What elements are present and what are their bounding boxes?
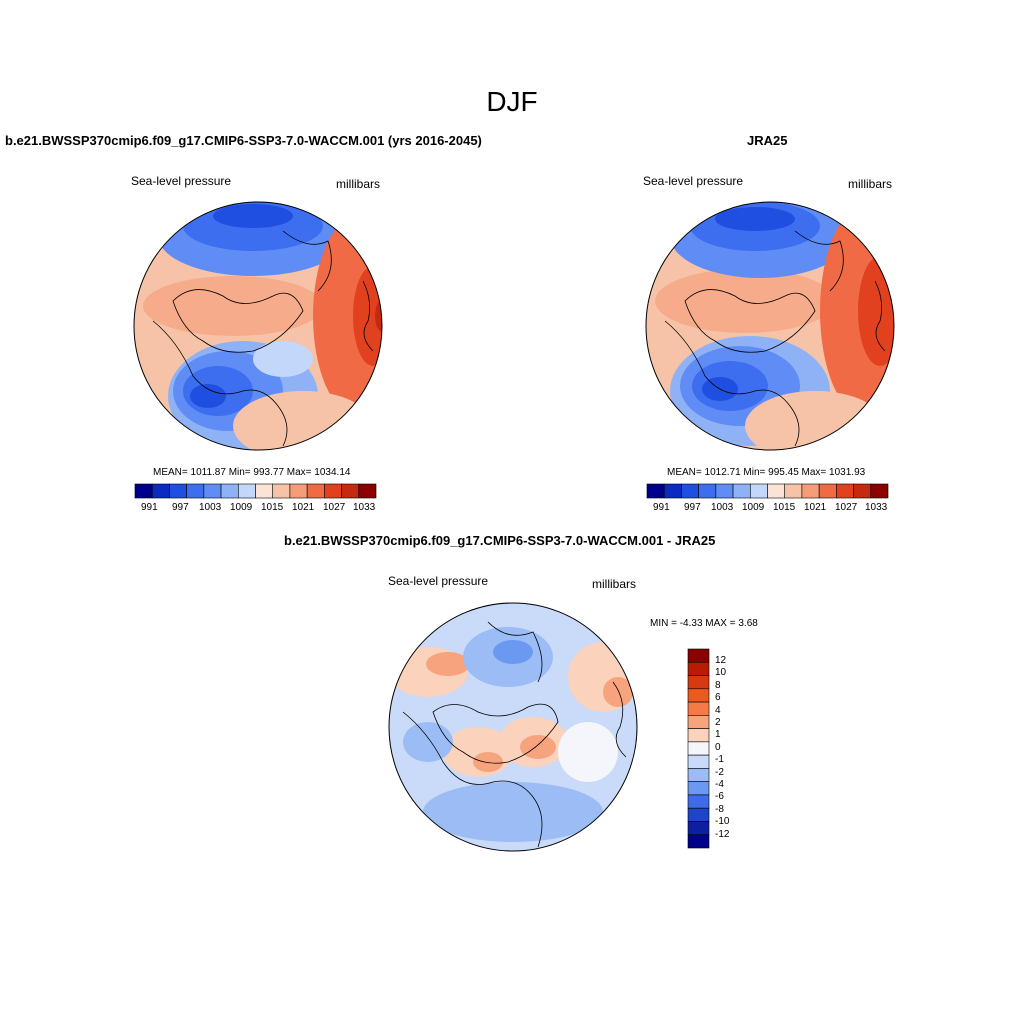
colorbar-swatch [801,483,820,499]
colorbar-tick-label: -12 [715,828,730,840]
colorbar-tick-label: -1 [715,754,724,766]
colorbar-swatch [289,483,308,499]
colorbar-swatch [687,807,710,822]
colorbar-tick-label: 997 [172,502,189,513]
colorbar-swatch [784,483,803,499]
colorbar-swatch [687,715,710,729]
colorbar-swatch [687,834,710,849]
colorbar-swatch [767,483,786,499]
colorbar-tick-label: 1015 [773,502,796,513]
colorbar-swatch [151,483,170,499]
panel-units-diff: millibars [592,577,637,591]
colorbar-swatch [687,781,710,796]
colorbar-labels-obs: 991 997 1003 1009 1015 1021 1027 1033 [647,502,888,514]
colorbar-tick-label: 1015 [261,502,284,513]
colorbar-tick-label: 10 [715,667,727,679]
colorbar-tick-label: 1033 [353,502,376,513]
colorbar-tick-label: 991 [653,502,670,513]
colorbar-tick-label: 4 [715,704,721,716]
colorbar-swatch [870,483,889,499]
colorbar-swatch [134,483,153,499]
colorbar-tick-label: -2 [715,766,724,778]
colorbar-tick-label: 1003 [711,502,734,513]
colorbar-swatch [687,675,710,690]
colorbar-swatch [687,741,710,756]
panel-left-label-diff: Sea-level pressure [388,574,489,588]
polar-map-obs [645,201,895,451]
panel-units-model: millibars [336,177,381,191]
colorbar-swatch [698,483,717,499]
colorbar-swatch [663,483,682,499]
colorbar-tick-label: 1 [715,729,721,741]
colorbar-diff [687,648,710,849]
colorbar-tick-label: 1009 [230,502,253,513]
panel-units-obs: millibars [848,177,893,191]
colorbar-tick-label: 1009 [742,502,765,513]
colorbar-swatch [732,483,751,499]
colorbar-tick-label: 1003 [199,502,222,513]
colorbar-swatch [687,794,710,809]
colorbar-swatch [687,648,710,663]
panel-title-model: b.e21.BWSSP370cmip6.f09_g17.CMIP6-SSP3-7… [5,133,482,148]
colorbar-swatch [169,483,187,499]
colorbar-swatch [836,483,854,499]
colorbar-tick-label: 6 [715,692,721,704]
colorbar-tick-label: -10 [715,816,730,828]
figure-title: DJF [486,86,538,117]
panel-title-diff: b.e21.BWSSP370cmip6.f09_g17.CMIP6-SSP3-7… [284,533,716,548]
colorbar-swatch [237,483,256,499]
colorbar-swatch [324,483,342,499]
colorbar-labels-diff: 12 10 8 6 4 2 1 0 -1 -2 -4 -6 -8 -10 -12 [715,655,755,845]
colorbar-tick-label: 0 [715,741,721,753]
colorbar-tick-label: 8 [715,679,721,691]
colorbar-labels-model: 991 997 1003 1009 1015 1021 1027 1033 [135,502,376,514]
colorbar-swatch [687,688,710,703]
colorbar-obs [646,483,889,499]
panel-left-label-model: Sea-level pressure [131,174,232,188]
colorbar-swatch [186,483,205,499]
colorbar-swatch [687,768,710,782]
colorbar-swatch [818,483,837,499]
colorbar-tick-label: 1027 [835,502,858,513]
colorbar-tick-label: 12 [715,655,727,666]
panel-title-obs: JRA25 [747,133,788,148]
colorbar-tick-label: 991 [141,502,158,513]
colorbar-swatch [687,754,710,769]
colorbar-swatch [687,821,710,836]
colorbar-tick-label: -8 [715,803,724,815]
colorbar-swatch [358,483,377,499]
colorbar-swatch [255,483,274,499]
colorbar-swatch [646,483,665,499]
panel-stats-obs: MEAN= 1012.71 Min= 995.45 Max= 1031.93 [667,467,866,478]
colorbar-tick-label: 1027 [323,502,346,513]
panel-left-label-obs: Sea-level pressure [643,174,744,188]
colorbar-swatch [341,483,360,499]
colorbar-swatch [853,483,872,499]
panel-stats-model: MEAN= 1011.87 Min= 993.77 Max= 1034.14 [153,467,351,478]
colorbar-swatch [220,483,239,499]
colorbar-swatch [687,701,710,716]
panel-stats-diff: MIN = -4.33 MAX = 3.68 [650,618,758,629]
colorbar-tick-label: 1033 [865,502,888,513]
colorbar-swatch [687,661,710,676]
colorbar-tick-label: 2 [715,717,721,728]
colorbar-tick-label: 1021 [804,502,827,513]
colorbar-swatch [749,483,768,499]
polar-map-model [133,201,383,451]
colorbar-tick-label: 1021 [292,502,315,513]
colorbar-swatch [681,483,699,499]
colorbar-tick-label: -6 [715,791,724,803]
colorbar-tick-label: 997 [684,502,701,513]
colorbar-model [134,483,377,499]
colorbar-tick-label: -4 [715,779,724,790]
colorbar-swatch [272,483,291,499]
colorbar-swatch [203,483,222,499]
polar-map-diff [388,602,638,852]
colorbar-swatch [715,483,734,499]
colorbar-swatch [687,728,710,743]
colorbar-swatch [306,483,325,499]
